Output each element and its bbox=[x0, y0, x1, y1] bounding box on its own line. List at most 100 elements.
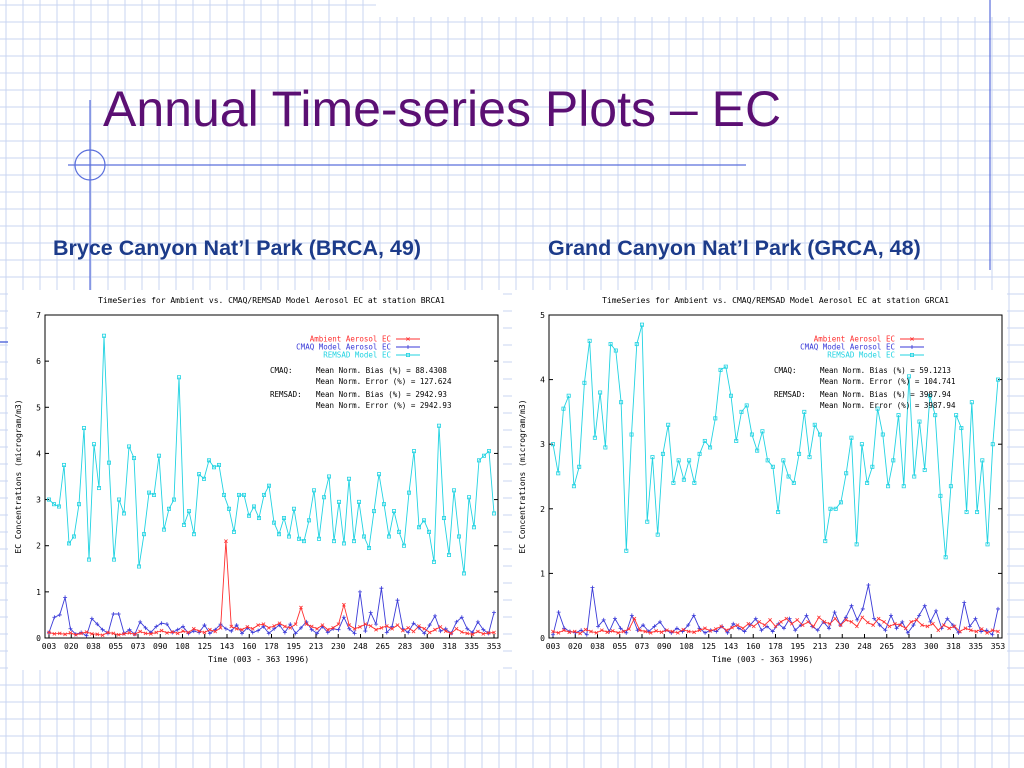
data-point bbox=[894, 626, 899, 631]
data-point bbox=[84, 633, 89, 638]
data-point bbox=[650, 455, 655, 460]
data-point bbox=[316, 536, 321, 541]
data-point bbox=[63, 632, 67, 637]
data-point bbox=[116, 632, 121, 637]
data-point bbox=[196, 472, 201, 477]
data-point bbox=[411, 629, 416, 634]
data-point bbox=[629, 432, 634, 437]
data-point bbox=[82, 426, 87, 431]
data-point bbox=[930, 621, 935, 626]
data-point bbox=[492, 630, 496, 635]
legend-label: REMSAD Model EC bbox=[827, 351, 895, 360]
data-point bbox=[749, 432, 754, 437]
series-square bbox=[47, 333, 496, 576]
data-point bbox=[293, 622, 298, 627]
data-point bbox=[52, 631, 57, 636]
data-point bbox=[634, 342, 639, 347]
data-point bbox=[652, 624, 657, 629]
data-point bbox=[347, 623, 352, 627]
data-point bbox=[379, 625, 384, 630]
stats-block: CMAQ: Mean Norm. Bias (%) = 59.1213 Mean N… bbox=[774, 366, 956, 410]
data-point bbox=[298, 625, 303, 630]
data-point bbox=[207, 631, 212, 636]
x-tick-label: 055 bbox=[109, 642, 124, 651]
data-point bbox=[368, 610, 373, 615]
data-point bbox=[176, 375, 181, 380]
data-point bbox=[164, 622, 169, 627]
data-point bbox=[703, 626, 707, 631]
data-point bbox=[744, 403, 749, 408]
data-point bbox=[561, 628, 566, 633]
legend-label: Ambient Aerosol EC bbox=[310, 335, 391, 344]
data-point bbox=[909, 619, 914, 624]
data-point bbox=[491, 511, 496, 516]
data-point bbox=[476, 629, 480, 634]
data-point bbox=[789, 621, 794, 626]
x-tick-label: 283 bbox=[398, 642, 413, 651]
data-point bbox=[371, 509, 376, 514]
data-point bbox=[779, 619, 783, 624]
data-point bbox=[301, 539, 306, 544]
data-point bbox=[191, 629, 196, 634]
data-point bbox=[963, 626, 968, 631]
data-point bbox=[936, 628, 941, 633]
data-point bbox=[331, 539, 336, 544]
data-point bbox=[697, 628, 702, 633]
data-point bbox=[68, 631, 73, 635]
data-point bbox=[592, 435, 597, 440]
data-point bbox=[713, 416, 718, 421]
data-point bbox=[718, 367, 723, 372]
data-point bbox=[122, 631, 126, 636]
data-point bbox=[849, 603, 854, 608]
data-point bbox=[341, 602, 346, 607]
data-point bbox=[368, 624, 373, 628]
data-point bbox=[947, 626, 952, 631]
data-point bbox=[770, 629, 775, 634]
data-point bbox=[84, 630, 89, 634]
data-point bbox=[817, 615, 821, 620]
data-point bbox=[148, 631, 153, 636]
data-point bbox=[793, 628, 798, 633]
data-point bbox=[692, 630, 696, 635]
stats-line: Mean Norm. Bias (%) = 88.4308 bbox=[316, 366, 447, 375]
data-point bbox=[643, 629, 648, 634]
data-point bbox=[79, 631, 84, 636]
data-point bbox=[724, 628, 729, 633]
data-point bbox=[817, 432, 822, 437]
data-point bbox=[256, 628, 261, 633]
x-tick-label: 335 bbox=[969, 642, 984, 651]
x-tick-label: 318 bbox=[442, 642, 457, 651]
x-tick-label: 090 bbox=[153, 642, 168, 651]
data-point bbox=[583, 627, 588, 632]
data-point bbox=[433, 627, 437, 632]
data-point bbox=[802, 409, 807, 414]
data-point bbox=[390, 626, 395, 631]
x-tick-label: 160 bbox=[242, 642, 257, 651]
data-point bbox=[352, 626, 357, 631]
x-tick-label: 300 bbox=[420, 642, 435, 651]
data-point bbox=[336, 627, 341, 632]
y-tick-label: 7 bbox=[36, 311, 41, 320]
data-point bbox=[567, 630, 572, 635]
series-square bbox=[551, 322, 1000, 560]
x-tick-label: 055 bbox=[613, 642, 628, 651]
y-tick-label: 2 bbox=[540, 505, 545, 514]
data-point bbox=[57, 612, 62, 617]
data-point bbox=[911, 623, 916, 628]
data-point bbox=[896, 413, 901, 418]
data-point bbox=[612, 616, 617, 621]
data-point bbox=[426, 529, 431, 534]
x-tick-label: 108 bbox=[175, 642, 190, 651]
stats-model-label: REMSAD: bbox=[270, 390, 302, 399]
data-point bbox=[898, 623, 903, 627]
x-axis-label: Time (003 - 363 1996) bbox=[712, 655, 813, 664]
data-point bbox=[691, 613, 696, 618]
data-point bbox=[159, 628, 164, 633]
data-point bbox=[827, 621, 832, 626]
data-point bbox=[138, 629, 143, 634]
data-point bbox=[648, 630, 653, 635]
data-point bbox=[995, 377, 1000, 382]
data-point bbox=[844, 618, 848, 622]
data-point bbox=[587, 338, 592, 343]
data-point bbox=[236, 492, 241, 497]
